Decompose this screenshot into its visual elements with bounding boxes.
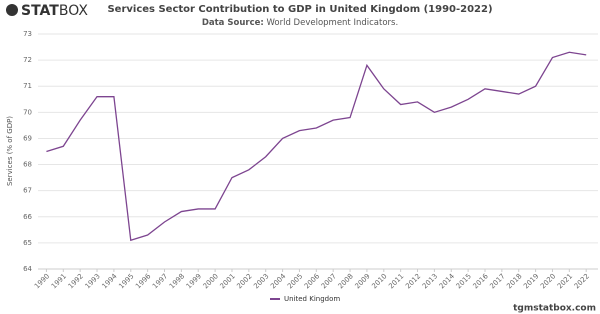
y-tick-label: 70 <box>23 108 32 116</box>
x-tick-label: 2008 <box>337 272 355 290</box>
x-tick-label: 2010 <box>370 272 388 290</box>
logo-icon <box>6 4 18 16</box>
y-tick-label: 68 <box>23 161 32 169</box>
x-tick-label: 2013 <box>421 272 439 290</box>
x-tick-label: 2004 <box>269 272 288 291</box>
chart-title: Services Sector Contribution to GDP in U… <box>107 4 492 15</box>
x-tick-label: 2001 <box>219 272 237 290</box>
y-tick-label: 72 <box>23 56 32 64</box>
y-tick-label: 65 <box>23 239 32 247</box>
logo: STATBOX <box>6 3 88 19</box>
y-tick-label: 71 <box>23 82 32 90</box>
x-tick-label: 2015 <box>455 272 473 290</box>
y-tick-label: 73 <box>23 30 32 38</box>
x-tick-label: 2020 <box>539 272 557 290</box>
y-tick-label: 67 <box>23 187 32 195</box>
x-tick-label: 2006 <box>303 272 322 291</box>
x-tick-label: 2017 <box>488 272 506 290</box>
y-tick-label: 64 <box>23 265 32 273</box>
x-tick-label: 2018 <box>505 272 523 290</box>
x-tick-label: 1995 <box>117 272 135 290</box>
x-tick-label: 2003 <box>252 272 270 290</box>
x-tick-label: 1997 <box>151 272 169 290</box>
x-tick-label: 2002 <box>235 272 253 290</box>
x-tick-label: 1994 <box>100 272 119 291</box>
x-tick-label: 2014 <box>438 272 457 291</box>
logo-part: BOX <box>59 3 88 19</box>
y-tick-label: 69 <box>23 134 32 142</box>
x-tick-label: 2012 <box>404 272 422 290</box>
x-tick-label: 2007 <box>320 272 338 290</box>
x-tick-label: 2021 <box>556 272 574 290</box>
x-tick-label: 2022 <box>573 272 591 290</box>
x-tick-label: 1996 <box>134 272 153 291</box>
x-tick-label: 1998 <box>168 272 186 290</box>
y-tick-label: 66 <box>23 213 32 221</box>
logo-part: STAT <box>21 3 59 19</box>
chart-subtitle: Data Source: World Development Indicator… <box>202 18 398 28</box>
x-tick-label: 1993 <box>84 272 102 290</box>
footer: tgmstatbox.com <box>513 304 596 314</box>
legend-label: United Kingdom <box>284 295 340 303</box>
x-tick-label: 2005 <box>286 272 304 290</box>
x-tick-label: 2011 <box>387 272 405 290</box>
y-axis-label: Services (% of GDP) <box>6 116 14 186</box>
x-tick-label: 1992 <box>67 272 85 290</box>
x-tick-label: 2019 <box>522 272 540 290</box>
series-line <box>46 51 587 242</box>
subtitle-text: World Development Indicators. <box>266 18 398 28</box>
x-tick-label: 1990 <box>33 272 51 290</box>
logo-text: STATBOX <box>21 3 88 19</box>
x-tick-label: 2009 <box>353 272 371 290</box>
x-tick-label: 1991 <box>50 272 68 290</box>
x-tick-label: 1999 <box>185 272 203 290</box>
x-tick-label: 2016 <box>472 272 491 291</box>
x-tick-label: 2000 <box>202 272 220 290</box>
subtitle-label: Data Source: <box>202 18 264 28</box>
